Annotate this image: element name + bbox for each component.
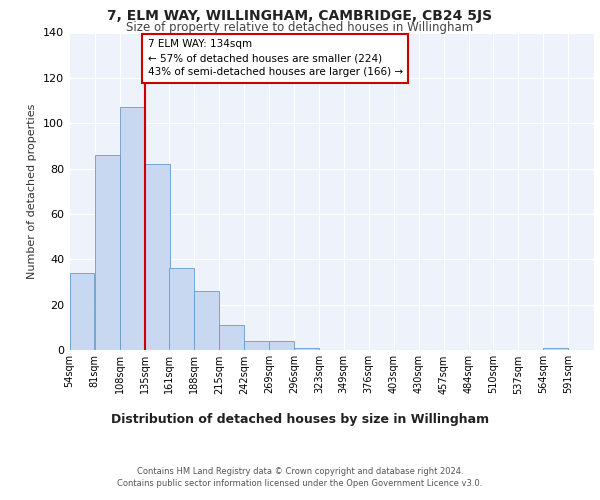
Text: Contains public sector information licensed under the Open Government Licence v3: Contains public sector information licen… (118, 478, 482, 488)
Bar (244, 341, 269, 350)
Bar (544, 348, 568, 350)
Text: 7 ELM WAY: 134sqm
← 57% of detached houses are smaller (224)
43% of semi-detache: 7 ELM WAY: 134sqm ← 57% of detached hous… (148, 40, 403, 78)
Text: 7, ELM WAY, WILLINGHAM, CAMBRIDGE, CB24 5JS: 7, ELM WAY, WILLINGHAM, CAMBRIDGE, CB24 … (107, 9, 493, 23)
Bar (219, 325, 244, 350)
Text: Contains HM Land Registry data © Crown copyright and database right 2024.: Contains HM Land Registry data © Crown c… (137, 468, 463, 476)
Y-axis label: Number of detached properties: Number of detached properties (28, 104, 37, 279)
Text: Size of property relative to detached houses in Willingham: Size of property relative to detached ho… (127, 21, 473, 34)
Bar (295, 348, 319, 350)
Bar (269, 341, 294, 350)
Bar (95, 155, 119, 350)
Bar (169, 268, 194, 350)
Text: Distribution of detached houses by size in Willingham: Distribution of detached houses by size … (111, 412, 489, 426)
Bar (120, 108, 145, 350)
Bar (145, 164, 170, 350)
Bar (194, 291, 219, 350)
Bar (70, 273, 94, 350)
